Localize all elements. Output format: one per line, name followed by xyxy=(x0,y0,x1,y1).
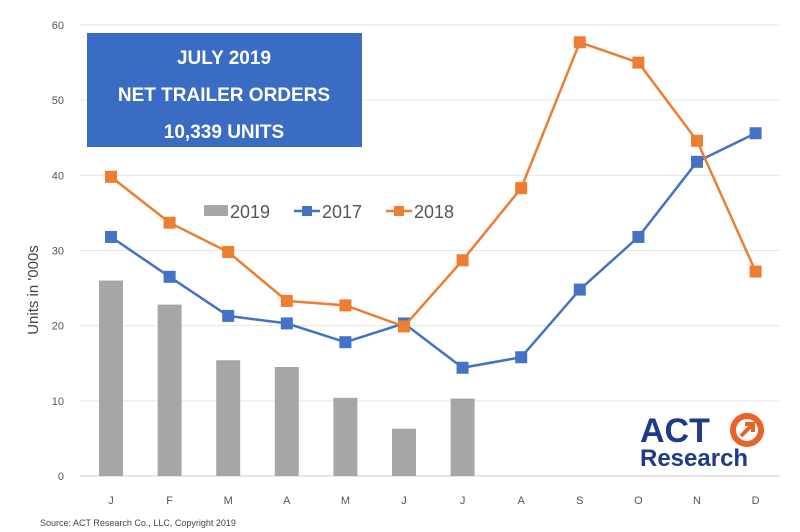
bar-2019 xyxy=(450,398,475,476)
marker-2017 xyxy=(163,270,176,283)
marker-2017 xyxy=(339,336,352,349)
y-axis-label: Units in '000s xyxy=(25,245,42,335)
bar-2019 xyxy=(216,360,241,476)
x-tick-label: J xyxy=(401,495,407,507)
logo-act: ACT xyxy=(640,412,710,450)
marker-2017 xyxy=(280,317,293,330)
line-2018 xyxy=(110,40,757,328)
marker-2018 xyxy=(163,216,176,229)
y-axis-ticks: 0 10 20 30 40 50 60 xyxy=(52,20,64,483)
x-tick-label: A xyxy=(518,495,526,507)
legend-label-2019: 2019 xyxy=(230,202,270,222)
marker-2017 xyxy=(749,127,762,140)
bar-2019 xyxy=(157,304,182,476)
x-tick-label: F xyxy=(166,495,173,507)
marker-2017 xyxy=(515,351,528,364)
x-tick-label: D xyxy=(752,495,760,507)
marker-2018 xyxy=(515,182,528,195)
legend-marker-2018 xyxy=(394,206,404,216)
marker-2017 xyxy=(456,361,469,374)
bars-2019 xyxy=(99,280,475,476)
x-tick-label: J xyxy=(460,495,466,507)
marker-2018 xyxy=(573,36,586,49)
legend-label-2017: 2017 xyxy=(322,202,362,222)
x-tick-label: N xyxy=(693,495,701,507)
x-tick-label: O xyxy=(634,495,643,507)
marker-2017 xyxy=(222,309,235,322)
marker-2018 xyxy=(398,320,410,333)
logo-research: Research xyxy=(640,445,748,472)
marker-2017 xyxy=(691,155,703,168)
marker-2018 xyxy=(222,246,235,259)
marker-2018 xyxy=(632,56,645,69)
y-tick-label: 30 xyxy=(52,246,64,258)
x-tick-label: M xyxy=(341,495,350,507)
title-box: JULY 2019 NET TRAILER ORDERS 10,339 UNIT… xyxy=(87,33,362,147)
bar-2019 xyxy=(274,367,299,476)
title-line-1: JULY 2019 xyxy=(177,48,271,69)
x-tick-label: A xyxy=(283,495,291,507)
marker-2018 xyxy=(691,134,703,147)
legend-swatch-2019 xyxy=(204,205,228,216)
bar-2019 xyxy=(333,397,358,476)
legend-marker-2017 xyxy=(302,206,312,216)
marker-2018 xyxy=(456,254,469,267)
legend: 2019 2017 2018 xyxy=(204,202,454,222)
act-research-logo: ACT Research xyxy=(640,412,764,472)
lines xyxy=(105,36,762,374)
marker-2018 xyxy=(339,299,352,312)
y-tick-label: 60 xyxy=(52,20,64,32)
marker-2017 xyxy=(573,283,586,296)
title-line-2: NET TRAILER ORDERS xyxy=(118,85,330,106)
y-tick-label: 0 xyxy=(58,471,64,483)
line-2017 xyxy=(110,132,757,370)
legend-label-2018: 2018 xyxy=(414,202,454,222)
source-note: Source: ACT Research Co., LLC, Copyright… xyxy=(40,518,236,528)
x-tick-label: M xyxy=(224,495,233,507)
marker-2018 xyxy=(105,170,117,183)
x-tick-label: J xyxy=(108,495,114,507)
marker-2018 xyxy=(280,294,293,307)
marker-2018 xyxy=(749,265,762,278)
y-tick-label: 10 xyxy=(52,396,64,408)
marker-2017 xyxy=(632,230,645,243)
x-tick-label: S xyxy=(576,495,583,507)
title-line-3: 10,339 UNITS xyxy=(164,122,284,143)
bar-2019 xyxy=(392,428,416,476)
y-tick-label: 50 xyxy=(52,95,64,107)
marker-2017 xyxy=(105,230,117,243)
y-tick-label: 20 xyxy=(52,321,64,333)
y-tick-label: 40 xyxy=(52,170,64,182)
bar-2019 xyxy=(99,280,123,476)
